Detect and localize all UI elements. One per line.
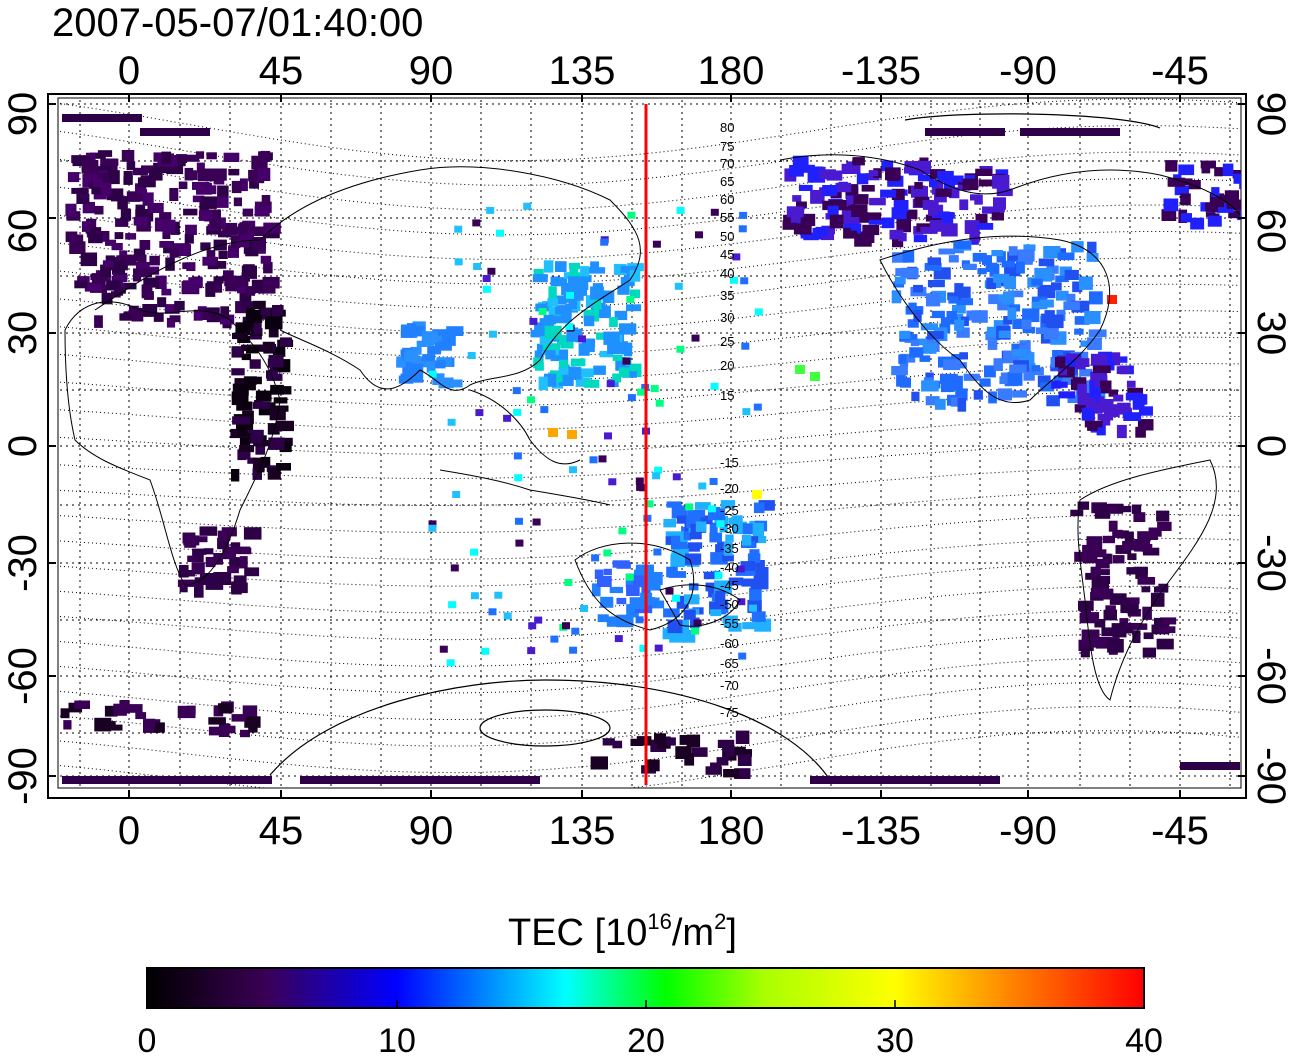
contour-labels: 80 75 70 65 60 55 50 45 40 35 30 25 20 1…: [720, 120, 739, 720]
contour-label-n55: -55: [720, 616, 739, 631]
contour-label-n65: -65: [720, 656, 739, 671]
contour-label-n50: -50: [720, 597, 739, 612]
contour-label-35: 35: [720, 288, 734, 303]
left-axis: 90 60 30 0 -30 -60 -90: [1, 92, 45, 805]
contour-label-n30: -30: [720, 521, 739, 536]
right-axis-label: 0: [1249, 435, 1292, 457]
contour-label-55: 55: [720, 210, 734, 225]
south-pole-contours: [269, 113, 1161, 781]
right-axis-label: -60: [1249, 647, 1292, 705]
contour-label-n40: -40: [720, 560, 739, 575]
contour-label-n75: -75: [720, 705, 739, 720]
contour-label-n45: -45: [720, 578, 739, 593]
bottom-axis: 0 45 90 135 180 -135 -90 -45: [118, 809, 1209, 853]
coastlines: [64, 154, 1241, 701]
bottom-axis-label: 90: [409, 809, 454, 853]
contour-label-80: 80: [720, 120, 734, 135]
bottom-axis-label: 135: [549, 809, 616, 853]
left-axis-label: -90: [1, 747, 45, 805]
left-axis-label: -30: [1, 534, 45, 592]
left-axis-label: 60: [1, 209, 45, 254]
contour-label-n60: -60: [720, 636, 739, 651]
contour-label-n35: -35: [720, 541, 739, 556]
contour-label-40: 40: [720, 266, 734, 281]
contour-label-75: 75: [720, 139, 734, 154]
top-axis-label: 180: [698, 49, 765, 93]
contour-label-15: 15: [720, 388, 734, 403]
left-axis-label: 0: [1, 435, 45, 457]
colorbar-tick-label: 40: [1125, 1022, 1163, 1057]
right-axis: 90 60 30 0 -30 -60 -90: [1249, 92, 1292, 805]
contour-label-50: 50: [720, 229, 734, 244]
top-axis-label: -135: [841, 49, 921, 93]
top-axis-label: -45: [1151, 49, 1209, 93]
right-axis-label: -30: [1249, 534, 1292, 592]
bottom-axis-label: 180: [698, 809, 765, 853]
contour-label-n15: -15: [720, 455, 739, 470]
colorbar-tick-label: 20: [627, 1022, 665, 1057]
colorbar-title: TEC [1016/m2]: [508, 909, 737, 954]
contour-label-n25: -25: [720, 503, 739, 518]
right-axis-label: 30: [1249, 311, 1292, 356]
colorbar-tick-label: 30: [876, 1022, 914, 1057]
contour-label-30: 30: [720, 310, 734, 325]
tec-data-layer: [60, 114, 1241, 784]
right-axis-label: 60: [1249, 209, 1292, 254]
bottom-axis-label: -45: [1151, 809, 1209, 853]
contour-label-45: 45: [720, 247, 734, 262]
map-inner-frame: [57, 97, 1242, 789]
contour-label-25: 25: [720, 334, 734, 349]
left-axis-label: -60: [1, 647, 45, 705]
right-axis-label: 90: [1249, 92, 1292, 137]
colorbar-tick-label: 0: [138, 1022, 157, 1057]
right-axis-label: -90: [1249, 747, 1292, 805]
contour-label-n20: -20: [720, 481, 739, 496]
top-axis-label: 135: [549, 49, 616, 93]
colorbar-labels: 0 10 20 30 40: [138, 1022, 1163, 1057]
contour-label-20: 20: [720, 358, 734, 373]
contour-label-65: 65: [720, 174, 734, 189]
left-axis-label: 90: [1, 92, 45, 137]
bottom-axis-label: 45: [259, 809, 304, 853]
contour-label-60: 60: [720, 192, 734, 207]
colorbar-tick-label: 10: [378, 1022, 416, 1057]
bottom-axis-label: 0: [118, 809, 140, 853]
top-axis-label: -90: [999, 49, 1057, 93]
left-axis-label: 30: [1, 311, 45, 356]
top-axis: 0 45 90 135 180 -135 -90 -45: [118, 49, 1209, 93]
bottom-axis-label: -90: [999, 809, 1057, 853]
contour-label-70: 70: [720, 156, 734, 171]
top-axis-label: 90: [409, 49, 454, 93]
contour-label-n70: -70: [720, 678, 739, 693]
colorbar-ticks: [396, 1000, 896, 1008]
map-timestamp: 2007-05-07/01:40:00: [52, 1, 423, 45]
top-axis-label: 45: [259, 49, 304, 93]
bottom-axis-label: -135: [841, 809, 921, 853]
top-axis-label: 0: [118, 49, 140, 93]
axis-ticks: [48, 94, 1246, 798]
